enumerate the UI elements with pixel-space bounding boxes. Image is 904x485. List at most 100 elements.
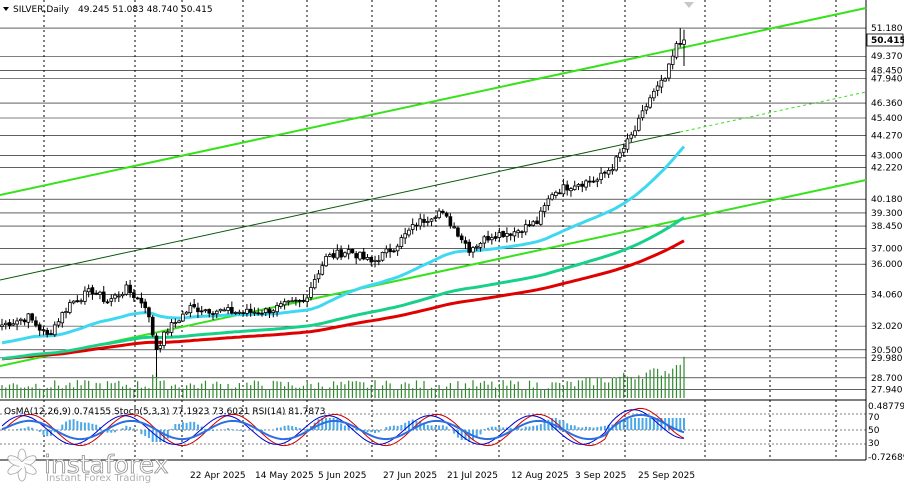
candle[interactable]	[188, 302, 193, 318]
candle[interactable]	[245, 304, 249, 317]
candle[interactable]	[173, 318, 178, 328]
candle[interactable]	[71, 300, 76, 305]
candle[interactable]	[214, 309, 219, 319]
candle[interactable]	[169, 319, 174, 337]
candle[interactable]	[554, 190, 558, 199]
candle[interactable]	[11, 319, 16, 327]
candle[interactable]	[535, 216, 539, 225]
candle[interactable]	[207, 308, 212, 318]
candle[interactable]	[162, 331, 166, 349]
candle[interactable]	[557, 188, 562, 195]
candle[interactable]	[599, 167, 603, 185]
candle[interactable]	[625, 133, 630, 153]
candle[interactable]	[343, 251, 347, 258]
candle[interactable]	[3, 320, 8, 330]
candle[interactable]	[663, 77, 667, 82]
candle[interactable]	[26, 312, 31, 329]
candle[interactable]	[618, 148, 622, 162]
candle[interactable]	[467, 239, 472, 256]
candle[interactable]	[237, 309, 242, 315]
candle[interactable]	[165, 328, 170, 336]
candle[interactable]	[181, 310, 185, 322]
candle[interactable]	[444, 211, 449, 218]
candle[interactable]	[218, 308, 223, 313]
candle[interactable]	[380, 251, 385, 262]
candle[interactable]	[301, 294, 306, 304]
candle[interactable]	[678, 28, 683, 48]
candle[interactable]	[83, 286, 87, 305]
candle[interactable]	[425, 216, 430, 227]
candle[interactable]	[101, 285, 106, 304]
candle[interactable]	[0, 318, 4, 331]
candle[interactable]	[474, 244, 479, 251]
candle[interactable]	[674, 41, 679, 60]
candle[interactable]	[520, 230, 524, 239]
candle[interactable]	[644, 103, 649, 115]
candle[interactable]	[105, 299, 110, 304]
candle[interactable]	[135, 296, 140, 300]
candle[interactable]	[441, 209, 445, 215]
candle[interactable]	[512, 227, 517, 242]
candle[interactable]	[328, 252, 332, 258]
candle[interactable]	[392, 248, 396, 253]
candle[interactable]	[248, 303, 253, 317]
candle[interactable]	[369, 256, 374, 266]
candle[interactable]	[275, 302, 279, 317]
candle[interactable]	[124, 281, 129, 296]
candle[interactable]	[388, 243, 392, 258]
candle[interactable]	[580, 181, 585, 193]
candle[interactable]	[305, 294, 310, 308]
channel-upper-line[interactable]	[0, 7, 867, 196]
candle[interactable]	[196, 302, 200, 318]
candle[interactable]	[606, 167, 611, 179]
candle[interactable]	[184, 310, 189, 316]
candle[interactable]	[19, 317, 23, 326]
candle[interactable]	[132, 288, 136, 302]
candle[interactable]	[260, 310, 264, 317]
candle[interactable]	[147, 306, 151, 323]
candle[interactable]	[282, 298, 287, 310]
candle[interactable]	[22, 318, 27, 326]
candle[interactable]	[34, 316, 38, 328]
candle[interactable]	[456, 226, 460, 238]
candle[interactable]	[86, 284, 91, 298]
candle[interactable]	[109, 294, 114, 307]
candle[interactable]	[505, 227, 509, 243]
candle[interactable]	[531, 220, 536, 227]
candle[interactable]	[203, 308, 208, 313]
candle[interactable]	[335, 244, 340, 261]
candle[interactable]	[41, 326, 46, 336]
candle[interactable]	[636, 114, 641, 132]
candle[interactable]	[659, 74, 664, 94]
candle[interactable]	[497, 227, 502, 243]
candle[interactable]	[37, 322, 42, 336]
candle[interactable]	[539, 206, 543, 226]
candle[interactable]	[482, 235, 487, 249]
candle[interactable]	[422, 214, 426, 228]
candle[interactable]	[290, 297, 294, 303]
candle[interactable]	[437, 208, 441, 220]
candle[interactable]	[486, 230, 490, 243]
candle[interactable]	[154, 333, 159, 377]
candle[interactable]	[49, 329, 53, 336]
candle[interactable]	[655, 81, 660, 97]
candle[interactable]	[297, 299, 302, 308]
candle[interactable]	[629, 131, 634, 143]
candle[interactable]	[452, 222, 456, 229]
candle[interactable]	[546, 195, 551, 211]
candle[interactable]	[230, 301, 234, 315]
candle[interactable]	[279, 300, 283, 309]
candle[interactable]	[267, 306, 272, 319]
candle[interactable]	[682, 29, 686, 67]
candle[interactable]	[94, 290, 98, 296]
candle[interactable]	[501, 230, 505, 238]
candle[interactable]	[591, 176, 596, 184]
candle[interactable]	[233, 311, 238, 316]
candle[interactable]	[523, 219, 528, 236]
candle[interactable]	[478, 241, 483, 252]
candle[interactable]	[670, 50, 675, 70]
candle[interactable]	[565, 180, 569, 196]
candle[interactable]	[633, 125, 637, 138]
candle[interactable]	[177, 319, 181, 324]
candle[interactable]	[7, 319, 12, 330]
